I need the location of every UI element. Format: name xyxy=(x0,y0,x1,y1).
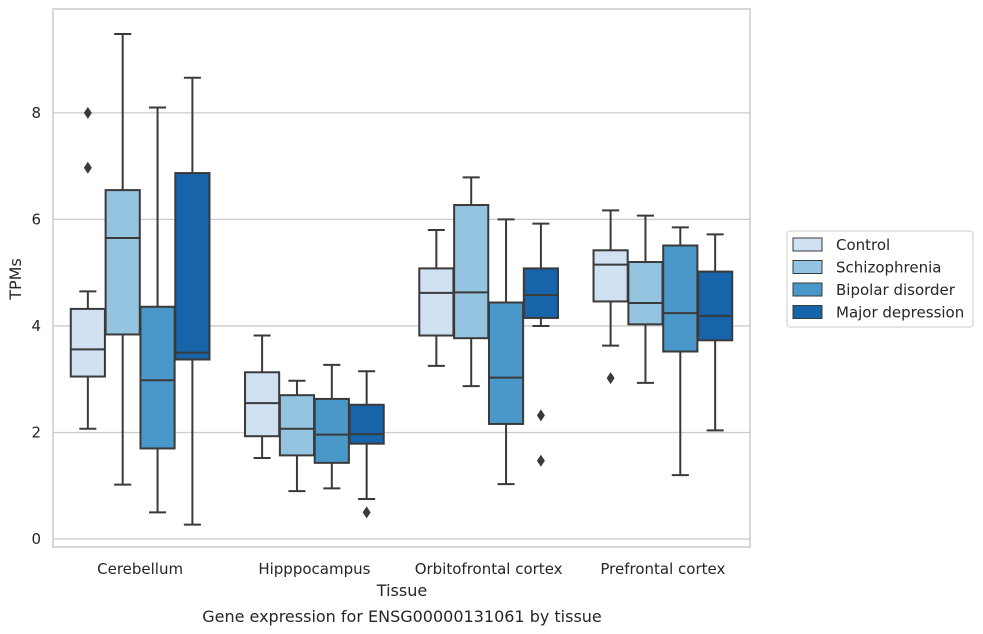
legend-swatch xyxy=(792,260,823,274)
box-orbitofrontal-cortex xyxy=(418,229,455,367)
box-orbitofrontal-cortex xyxy=(522,222,559,467)
legend-label: Bipolar disorder xyxy=(836,281,956,299)
iqr-box xyxy=(348,403,385,445)
box-prefrontal-cortex xyxy=(592,209,629,385)
box-hipppocampus xyxy=(278,379,316,493)
y-axis-ticks: 0 2 4 6 8 xyxy=(31,104,41,548)
iqr-box xyxy=(139,305,176,450)
legend-swatch xyxy=(792,305,823,319)
box-orbitofrontal-cortex xyxy=(453,176,490,388)
iqr-box xyxy=(522,267,559,319)
x-tick-label: Hipppocampus xyxy=(258,560,370,578)
series-control xyxy=(69,106,629,460)
box-cerebellum xyxy=(174,76,211,526)
box-hipppocampus xyxy=(348,370,385,519)
outlier-point xyxy=(362,506,371,519)
outlier-point xyxy=(536,409,545,422)
iqr-box xyxy=(627,261,664,326)
box-series xyxy=(69,33,734,526)
series-bipolar-disorder xyxy=(139,106,699,514)
iqr-box xyxy=(662,244,699,353)
box-cerebellum xyxy=(69,106,106,430)
y-tick-label: 6 xyxy=(31,210,41,228)
iqr-box xyxy=(453,204,490,340)
box-prefrontal-cortex xyxy=(697,233,734,432)
legend-label: Control xyxy=(836,236,890,254)
plot-area-frame xyxy=(52,8,751,548)
box-prefrontal-cortex xyxy=(627,214,664,384)
x-tick-label: Cerebellum xyxy=(97,560,183,578)
y-axis-title: TPMs xyxy=(6,258,25,301)
iqr-box xyxy=(174,172,211,361)
iqr-box xyxy=(487,301,525,425)
iqr-box xyxy=(418,267,455,337)
outlier-point xyxy=(83,161,92,174)
x-axis-title: Tissue xyxy=(376,581,427,600)
y-tick-label: 8 xyxy=(31,104,41,122)
box-cerebellum xyxy=(139,106,176,514)
legend: Control Schizophrenia Bipolar disorder Majo… xyxy=(786,230,974,328)
y-tick-label: 2 xyxy=(31,423,41,441)
box-hipppocampus xyxy=(313,363,350,490)
legend-swatch xyxy=(792,237,823,252)
box-orbitofrontal-cortex xyxy=(487,218,525,486)
box-prefrontal-cortex xyxy=(662,226,699,477)
iqr-box xyxy=(278,394,316,457)
x-tick-label: Prefrontal cortex xyxy=(600,560,725,578)
box-hipppocampus xyxy=(244,334,281,460)
legend-frame xyxy=(786,230,974,328)
outlier-point xyxy=(536,454,545,467)
outlier-point xyxy=(606,372,615,385)
y-tick-label: 4 xyxy=(31,317,41,335)
iqr-box xyxy=(592,249,629,303)
iqr-box xyxy=(69,307,106,378)
iqr-box xyxy=(104,189,141,336)
x-axis-ticks: Cerebellum Hipppocampus Orbitofrontal cort… xyxy=(97,560,725,578)
series-schizophrenia xyxy=(104,33,664,493)
series-major-depression xyxy=(174,76,734,526)
outlier-point xyxy=(83,106,92,119)
chart-caption: Gene expression for ENSG00000131061 by t… xyxy=(202,607,602,626)
legend-label: Major depression xyxy=(836,304,964,322)
y-tick-label: 0 xyxy=(31,530,41,548)
iqr-box xyxy=(244,371,281,438)
iqr-box xyxy=(697,270,734,342)
legend-swatch xyxy=(792,282,823,297)
iqr-box xyxy=(313,397,350,464)
box-cerebellum xyxy=(104,33,141,486)
legend-label: Schizophrenia xyxy=(836,259,941,277)
x-tick-label: Orbitofrontal cortex xyxy=(415,560,563,578)
